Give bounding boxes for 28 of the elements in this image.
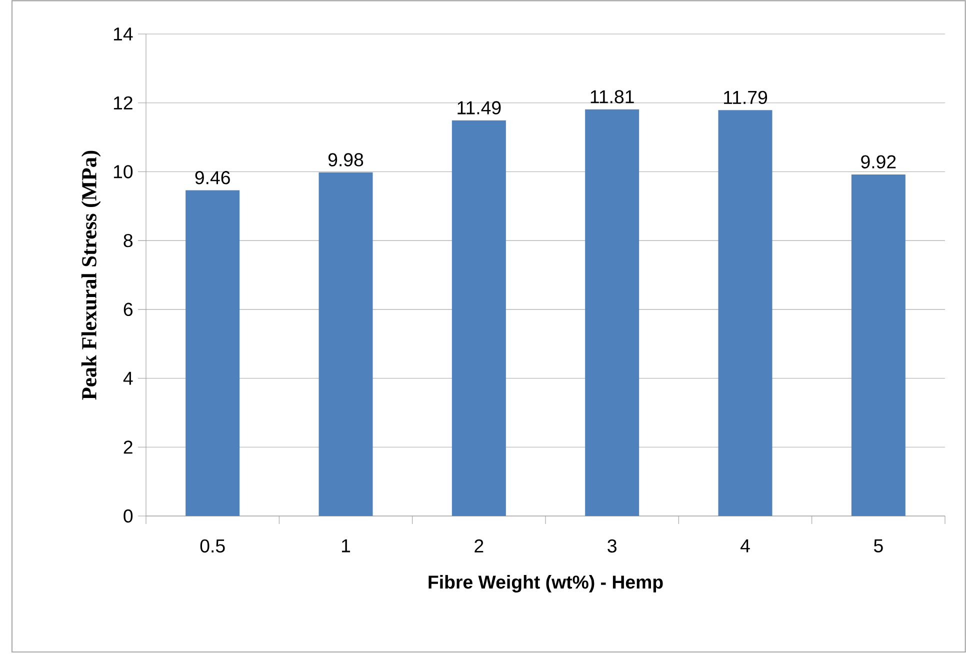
- data-label: 9.92: [861, 155, 896, 168]
- x-tick-label: 0.5: [200, 539, 225, 553]
- bar: [718, 110, 772, 516]
- x-tick-label: 1: [342, 539, 350, 552]
- data-label: 11.81: [590, 90, 634, 104]
- bar: [452, 120, 506, 516]
- y-tick-label: 14: [114, 28, 133, 40]
- bar: [585, 109, 640, 516]
- y-tick-label: 6: [124, 302, 132, 316]
- y-tick-label: 12: [114, 96, 132, 110]
- data-label: 9.98: [328, 153, 364, 166]
- x-tick-label: 5: [874, 539, 883, 552]
- x-tick-label: 3: [608, 539, 616, 553]
- y-tick-label: 0: [124, 509, 133, 523]
- x-tick-label: 4: [740, 539, 750, 552]
- x-axis-title: Fibre Weight (wt%) - Hemp: [428, 575, 663, 593]
- x-tick-label: 2: [474, 539, 484, 552]
- bar: [186, 190, 240, 516]
- y-tick-label: 10: [114, 165, 133, 178]
- bar: [851, 174, 906, 516]
- y-tick-label: 4: [123, 372, 133, 385]
- y-axis-title: Peak Flexural Stress (MPa): [81, 150, 101, 400]
- data-label: 9.46: [195, 171, 230, 184]
- y-tick-label: 2: [124, 440, 132, 454]
- bar: [318, 172, 373, 516]
- data-label: 11.49: [458, 101, 501, 114]
- y-tick-label: 8: [124, 234, 132, 248]
- data-label: 11.79: [724, 90, 768, 104]
